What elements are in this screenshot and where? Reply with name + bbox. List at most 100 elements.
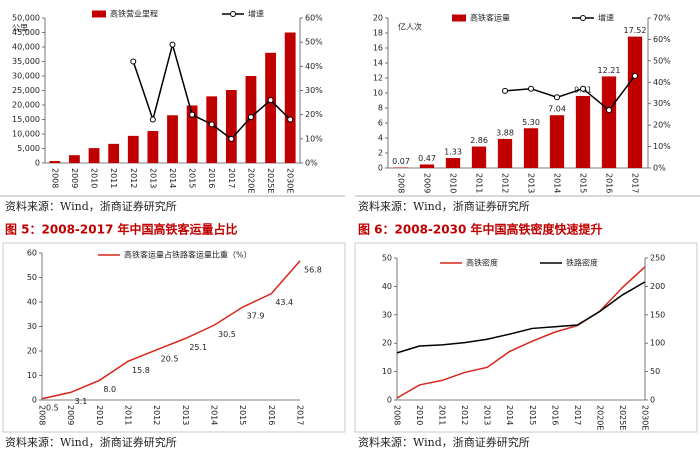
- marker: [267, 97, 274, 104]
- line: [504, 75, 636, 112]
- marker: [502, 87, 508, 94]
- y-tick-label: 45,000: [12, 28, 40, 37]
- y-tick-label: 35,000: [12, 57, 40, 66]
- y-tick-label: 40,000: [12, 43, 40, 52]
- caption: 图 6：2008-2030 年中国高铁密度快速提升: [358, 222, 602, 237]
- y-tick-label: 10: [373, 89, 383, 98]
- y2-tick-label: 20%: [653, 121, 671, 130]
- bar: [225, 90, 237, 163]
- y-tick-label: 50: [27, 273, 37, 282]
- y2-tick-label: 60%: [653, 35, 671, 44]
- value-label: 15.8: [132, 366, 150, 375]
- x-tick-label: 2010: [95, 405, 104, 425]
- x-tick-label: 2009: [70, 168, 79, 188]
- bar: [49, 161, 61, 163]
- bar: [393, 167, 409, 168]
- value-label: 43.4: [275, 298, 293, 307]
- marker: [528, 85, 534, 92]
- value-label: 17.52: [624, 26, 647, 35]
- marker: [554, 94, 560, 101]
- y-tick-label: 18: [373, 29, 383, 38]
- line: [396, 266, 646, 399]
- bar: [627, 36, 643, 168]
- bar: [523, 128, 539, 168]
- x-tick-label: 2016: [605, 173, 614, 193]
- marker: [247, 114, 254, 121]
- bar: [265, 52, 276, 163]
- bar: [419, 164, 435, 168]
- value-label: 1.33: [444, 148, 462, 157]
- y2-tick-label: 150: [650, 310, 665, 319]
- y-tick-label: 30: [27, 322, 37, 331]
- x-tick-label: 2013: [181, 405, 190, 425]
- bar: [601, 76, 617, 168]
- source: 资料来源：Wind，浙商证券研究所: [358, 199, 530, 213]
- x-tick-label: 2030E: [286, 168, 295, 193]
- x-tick-label: 2012: [501, 173, 510, 193]
- y2-tick-label: 70%: [653, 14, 671, 23]
- y-tick-label: 0: [32, 396, 37, 405]
- y-unit: 公里: [12, 24, 28, 33]
- value-label: 7.04: [548, 105, 566, 114]
- y2-tick-label: 20%: [305, 110, 323, 119]
- y2-tick-label: 30%: [653, 99, 671, 108]
- line: [396, 281, 646, 354]
- x-tick-label: 2011: [124, 405, 133, 425]
- y-tick-label: 10: [27, 371, 37, 380]
- x-tick-label: 2009: [423, 173, 432, 193]
- bar: [167, 115, 178, 163]
- x-tick-label: 2008: [50, 168, 59, 188]
- value-label: 20.5: [161, 354, 179, 363]
- source: 资料来源：Wind，浙商证券研究所: [5, 435, 177, 449]
- x-tick-label: 2010: [90, 168, 99, 188]
- x-tick-label: 2015: [188, 168, 197, 188]
- x-tick-label: 2017: [296, 405, 305, 425]
- y-tick-label: 50: [382, 254, 392, 263]
- y-tick-label: 10,000: [12, 130, 40, 139]
- value-label: 5.30: [522, 118, 540, 127]
- marker: [580, 85, 586, 92]
- legend-marker: [580, 15, 586, 21]
- value-label: 37.9: [247, 312, 265, 321]
- x-tick-label: 2013: [527, 173, 536, 193]
- legend-label: 铁路密度: [566, 258, 598, 268]
- y2-tick-label: 30%: [305, 86, 323, 95]
- x-tick-label: 2013: [148, 168, 157, 188]
- x-tick-label: 2020E: [246, 168, 255, 193]
- x-tick-label: 2011: [109, 168, 118, 188]
- marker: [169, 41, 176, 48]
- y-tick-label: 60: [27, 249, 37, 258]
- y2-tick-label: 100: [650, 339, 665, 348]
- legend-swatch: [452, 14, 466, 22]
- x-tick-label: 2015: [528, 405, 537, 425]
- y2-tick-label: 40%: [653, 78, 671, 87]
- x-tick-label: 2009: [66, 405, 75, 425]
- x-tick-label: 2016: [267, 405, 276, 425]
- line: [41, 260, 301, 400]
- x-tick-label: 2008: [393, 405, 402, 425]
- x-tick-label: 2011: [438, 405, 447, 425]
- x-tick-label: 2012: [460, 405, 469, 425]
- marker: [606, 107, 612, 114]
- legend-label: 高铁客运量占铁路客运量比重（%）: [124, 250, 252, 260]
- value-label: 56.8: [304, 265, 322, 274]
- bar: [497, 138, 513, 168]
- value-label: 8.0: [103, 385, 116, 394]
- y2-tick-label: 10%: [305, 134, 323, 143]
- legend-label: 高铁营业里程: [110, 9, 158, 19]
- y-tick-label: 50,000: [12, 14, 40, 23]
- x-tick-label: 2013: [483, 405, 492, 425]
- caption: 图 5：2008-2017 年中国高铁客运量占比: [5, 222, 237, 237]
- x-tick-label: 2016: [207, 168, 216, 188]
- x-tick-label: 2014: [168, 168, 177, 188]
- y-tick-label: 4: [378, 134, 383, 143]
- y-unit: 亿人次: [398, 22, 422, 32]
- bar: [108, 143, 120, 163]
- x-tick-label: 2014: [553, 173, 562, 193]
- legend-label: 高铁密度: [466, 258, 498, 268]
- x-tick-label: 2011: [475, 173, 484, 193]
- x-tick-label: 2030E: [641, 405, 650, 430]
- legend-marker: [230, 11, 236, 17]
- source: 资料来源：Wind，浙商证券研究所: [358, 435, 530, 449]
